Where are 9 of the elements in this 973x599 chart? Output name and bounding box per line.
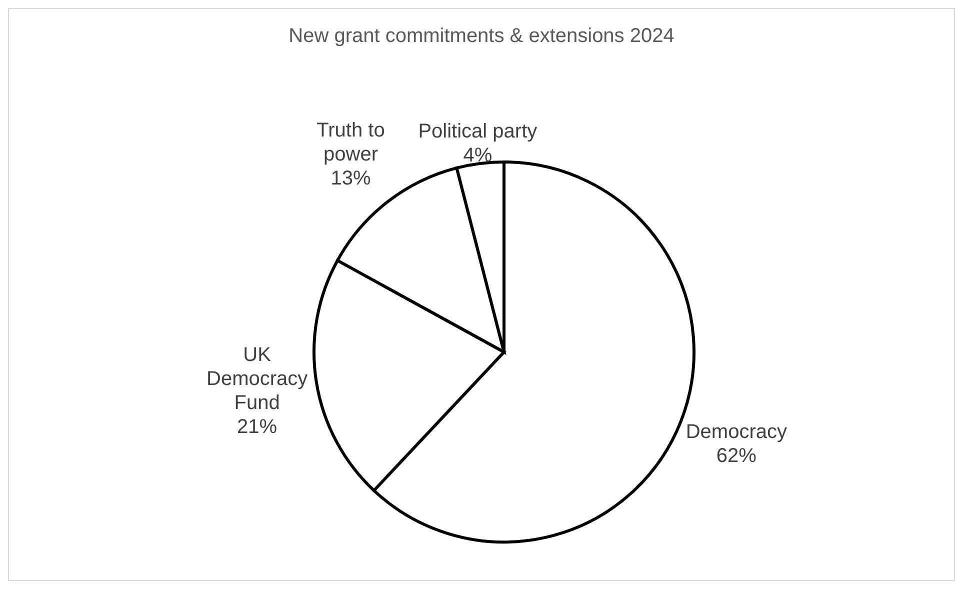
data-label: 4% [463,144,492,167]
slice-label: Political party [418,120,538,143]
slice-label: UK Democracy Fund [206,344,308,414]
data-label: 62% [716,445,757,468]
chart-title: New grant commitments & extensions 2024 [288,25,676,48]
slice-label: Truth to power [316,119,385,166]
slice-label: Democracy [686,421,788,444]
data-label: 21% [237,416,278,438]
data-label: 13% [330,167,372,190]
